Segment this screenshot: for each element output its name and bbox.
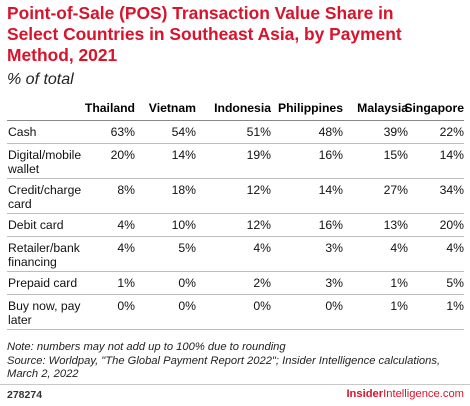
table-cell: 16% [318,218,343,232]
note-line: March 2, 2022 [7,368,79,380]
source-note: Note: numbers may not add up to 100% due… [7,341,467,382]
column-header: Vietnam [148,101,196,115]
data-table: Thailand Vietnam Indonesia Philippines M… [7,96,464,330]
column-header: Philippines [277,101,343,115]
row-label: Prepaid card [8,276,78,290]
table-cell: 14% [171,148,196,162]
note-line: Source: Worldpay, "The Global Payment Re… [7,354,441,367]
table-cell: 0% [325,299,343,313]
chart-title-line: Select Countries in Southeast Asia, by P… [7,24,402,44]
table-cell: 14% [439,148,464,162]
table-cell: 5% [446,276,464,290]
table-cell: 4% [390,241,408,255]
row-label: Buy now, pay later [8,299,81,327]
table-cell: 8% [117,183,135,197]
table-cell: 5% [178,241,196,255]
table-cell: 54% [171,125,196,139]
table-row: Prepaid card 1% 0% 2% 3% 1% 5% [7,272,464,295]
table-cell: 13% [383,218,408,232]
table-cell: 51% [246,125,271,139]
chart-title: Point-of-Sale (POS) Transaction Value Sh… [7,3,467,66]
chart-subtitle: % of total [7,71,74,88]
table-cell: 12% [246,218,271,232]
table-row: Debit card 4% 10% 12% 16% 13% 20% [7,214,464,237]
brand-part: Intelligence [383,388,440,400]
row-label: Debit card [8,218,64,232]
table-row: Retailer/bank financing 4% 5% 4% 3% 4% 4… [7,237,464,272]
note-line: Note: numbers may not add up to 100% due… [7,341,286,353]
table-cell: 4% [117,218,135,232]
column-header: Malaysia [357,101,408,115]
column-header: Thailand [84,101,135,115]
table-cell: 1% [117,276,135,290]
table-cell: 2% [253,276,271,290]
table-cell: 15% [383,148,408,162]
table-cell: 16% [318,148,343,162]
footer-divider [0,384,470,385]
column-header: Indonesia [214,101,271,115]
table-cell: 12% [246,183,271,197]
table-cell: 4% [253,241,271,255]
table-cell: 34% [439,183,464,197]
chart-title-line: Point-of-Sale (POS) Transaction Value Sh… [7,3,394,23]
chart-id: 278274 [7,389,43,401]
table-cell: 4% [117,241,135,255]
table-cell: 27% [383,183,408,197]
table-header: Thailand Vietnam Indonesia Philippines M… [7,96,464,120]
table-row: Cash 63% 54% 51% 48% 39% 22% [7,121,464,144]
table-row: Buy now, pay later 0% 0% 0% 0% 1% 1% [7,295,464,330]
table-cell: 10% [171,218,196,232]
brand-part: .com [439,388,464,400]
table-cell: 1% [446,299,464,313]
table-cell: 39% [383,125,408,139]
table-cell: 20% [439,218,464,232]
table-cell: 0% [253,299,271,313]
brand-part: Insider [346,388,384,400]
table-cell: 14% [318,183,343,197]
table-row: Credit/charge card 8% 18% 12% 14% 27% 34… [7,179,464,214]
table-cell: 18% [171,183,196,197]
table-cell: 0% [178,299,196,313]
table-row: Digital/mobile wallet 20% 14% 19% 16% 15… [7,144,464,179]
table-cell: 3% [325,276,343,290]
row-label: Cash [8,125,37,139]
table-cell: 19% [246,148,271,162]
table-body: Cash 63% 54% 51% 48% 39% 22% Digital/mob… [7,120,464,330]
row-label: Credit/charge card [8,183,82,211]
table-cell: 4% [446,241,464,255]
table-cell: 3% [325,241,343,255]
table-cell: 22% [439,125,464,139]
table-cell: 20% [110,148,135,162]
chart-title-line: Method, 2021 [7,45,118,65]
table-cell: 48% [318,125,343,139]
row-label: Retailer/bank financing [8,241,80,269]
table-cell: 63% [110,125,135,139]
table-cell: 1% [390,299,408,313]
row-label: Digital/mobile wallet [8,148,82,176]
table-cell: 0% [178,276,196,290]
table-cell: 1% [390,276,408,290]
table-cell: 0% [117,299,135,313]
column-header: Singapore [404,101,464,115]
brand-logo: InsiderIntelligence.com [346,388,464,400]
